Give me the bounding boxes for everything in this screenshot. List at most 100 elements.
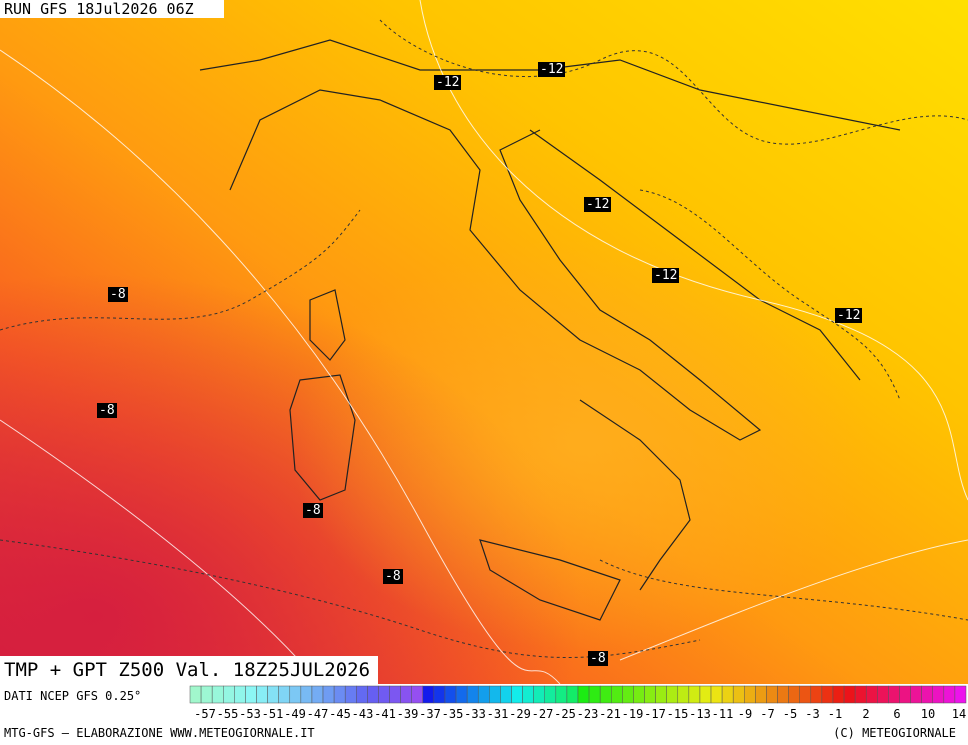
colorbar-swatch — [555, 685, 568, 704]
colorbar-swatch — [300, 685, 313, 704]
colorbar-swatch — [577, 685, 590, 704]
colorbar-label: -23 — [577, 707, 599, 721]
colorbar-swatch — [932, 685, 945, 704]
colorbar-label: -53 — [239, 707, 261, 721]
colorbar-swatch — [677, 685, 690, 704]
colorbar-label: -37 — [419, 707, 441, 721]
colorbar-swatch — [477, 685, 490, 704]
colorbar-swatch — [799, 685, 812, 704]
colorbar-swatch — [444, 685, 457, 704]
colorbar-label: -33 — [464, 707, 486, 721]
colorbar-label: -41 — [374, 707, 396, 721]
colorbar-label: -57 — [194, 707, 216, 721]
colorbar-label: -55 — [217, 707, 239, 721]
colorbar-swatch — [633, 685, 645, 704]
colorbar-swatch — [367, 685, 379, 704]
colorbar-label: -47 — [307, 707, 329, 721]
colorbar-swatch — [533, 685, 545, 704]
colorbar-swatch — [245, 685, 257, 704]
colorbar: -57 -55 -53 -51 -49 -47 -45 -43 -41 -39 -37 -35 -33-… — [189, 685, 967, 721]
colorbar-swatch — [378, 685, 390, 704]
colorbar-swatch — [311, 685, 324, 704]
colorbar-label: -3 — [805, 707, 819, 721]
colorbar-swatch — [289, 685, 302, 704]
colorbar-swatch — [333, 685, 346, 704]
colorbar-swatch — [344, 685, 357, 704]
colorbar-swatch — [278, 685, 291, 704]
colorbar-swatch — [688, 685, 701, 704]
colorbar-swatch — [655, 685, 667, 704]
colorbar-label: -29 — [509, 707, 531, 721]
colorbar-swatch — [389, 685, 401, 704]
colorbar-label: -9 — [738, 707, 752, 721]
colorbar-swatch — [954, 685, 967, 704]
colorbar-swatch — [544, 685, 557, 704]
colorbar-swatch — [721, 685, 734, 704]
contour-label: -8 — [97, 403, 117, 418]
colorbar-label: -21 — [599, 707, 621, 721]
colorbar-swatch — [522, 685, 534, 704]
colorbar-label: -17 — [644, 707, 666, 721]
contour-label: -12 — [434, 75, 462, 90]
colorbar-label: -13 — [689, 707, 711, 721]
colorbar-swatch — [854, 685, 867, 704]
colorbar-label: -39 — [397, 707, 419, 721]
colorbar-label: 2 — [862, 707, 869, 721]
colorbar-swatch — [865, 685, 878, 704]
colorbar-swatch — [832, 685, 845, 704]
colorbar-swatch — [422, 685, 435, 704]
colorbar-label: -31 — [487, 707, 509, 721]
colorbar-label: -51 — [262, 707, 284, 721]
colorbar-label: 6 — [893, 707, 900, 721]
colorbar-swatch — [888, 685, 900, 704]
colorbar-swatch — [622, 685, 634, 704]
colorbar-swatch — [710, 685, 723, 704]
colorbar-label: -19 — [622, 707, 644, 721]
colorbar-swatch — [843, 685, 856, 704]
colorbar-swatch — [256, 685, 268, 704]
contour-label: -8 — [108, 287, 128, 302]
colorbar-swatch — [777, 685, 789, 704]
colorbar-swatch — [810, 685, 823, 704]
colorbar-swatch — [356, 685, 368, 704]
footer: DATI NCEP GFS 0.25° -57 -55 -53 -51 -49 -47 -4… — [0, 684, 968, 745]
map-title: TMP + GPT Z500 Val. 18Z25JUL2026 — [0, 656, 379, 684]
contour-label: -12 — [652, 268, 680, 283]
colorbar-swatch — [611, 685, 623, 704]
colorbar-label: -43 — [352, 707, 374, 721]
colorbar-swatch — [211, 685, 224, 704]
colorbar-swatch — [666, 685, 679, 704]
colorbar-swatch — [788, 685, 800, 704]
colorbar-swatch — [943, 685, 956, 704]
run-label: RUN GFS 18Jul2026 06Z — [0, 0, 224, 18]
colorbar-swatch — [644, 685, 656, 704]
colorbar-swatch — [411, 685, 424, 704]
credit: MTG-GFS — ELABORAZIONE WWW.METEOGIORNALE… — [4, 726, 315, 740]
colorbar-label: -45 — [329, 707, 351, 721]
colorbar-label: 14 — [952, 707, 966, 721]
source: DATI NCEP GFS 0.25° — [4, 689, 142, 703]
colorbar-swatch — [755, 685, 767, 704]
colorbar-label: -15 — [667, 707, 689, 721]
colorbar-swatch — [588, 685, 601, 704]
colorbar-swatch — [899, 685, 911, 704]
colorbar-swatch — [732, 685, 745, 704]
colorbar-label: -11 — [712, 707, 734, 721]
copyright: (C) METEOGIORNALE — [833, 726, 956, 740]
colorbar-label: 10 — [921, 707, 935, 721]
colorbar-swatch — [433, 685, 446, 704]
colorbar-swatch — [566, 685, 579, 704]
colorbar-swatch — [455, 685, 468, 704]
colorbar-swatch — [511, 685, 523, 704]
colorbar-swatch — [699, 685, 712, 704]
colorbar-swatch — [910, 685, 922, 704]
colorbar-label: -7 — [760, 707, 774, 721]
colorbar-swatch — [766, 685, 778, 704]
colorbar-swatch — [821, 685, 834, 704]
colorbar-swatch — [744, 685, 756, 704]
contour-label: -8 — [303, 503, 323, 518]
colorbar-swatch — [489, 685, 501, 704]
colorbar-swatch — [921, 685, 933, 704]
colorbar-label: -49 — [284, 707, 306, 721]
colorbar-label: -5 — [783, 707, 797, 721]
